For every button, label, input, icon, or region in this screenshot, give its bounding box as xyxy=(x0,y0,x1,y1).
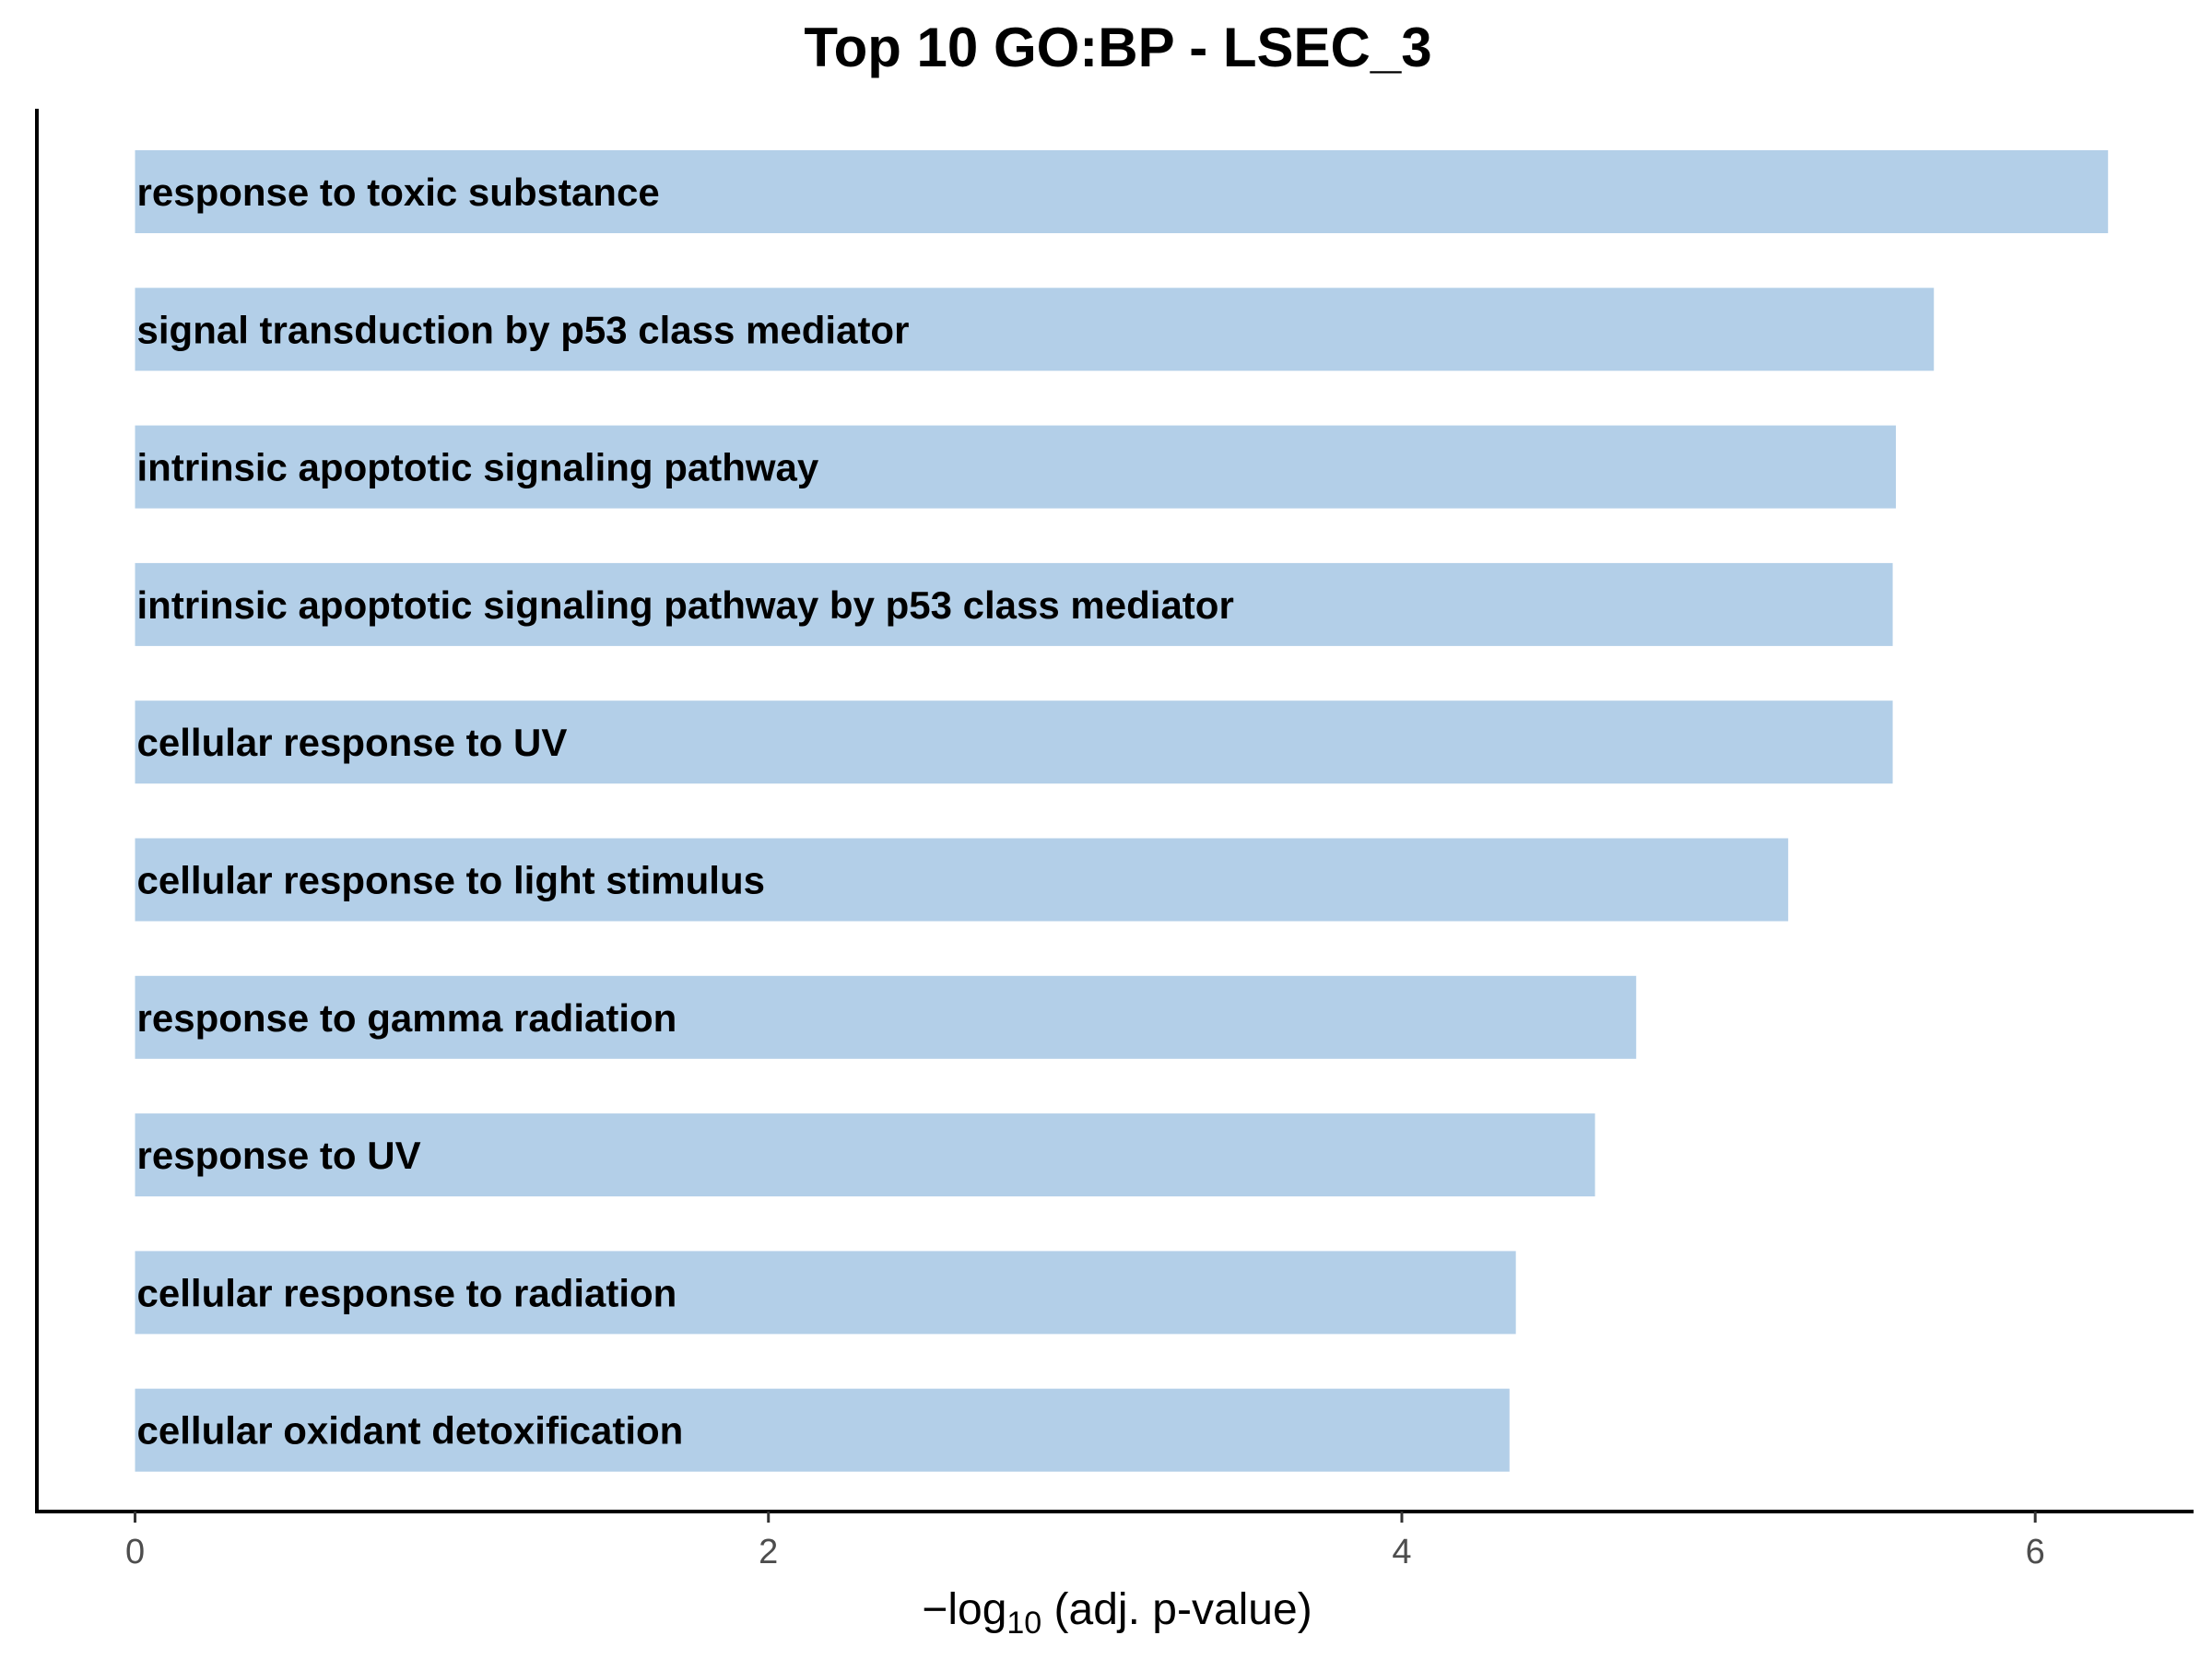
x-tick-label-4: 4 xyxy=(1392,1533,1411,1571)
bar-9 xyxy=(135,1251,1516,1335)
bar-label-9: cellular response to radiation xyxy=(137,1271,677,1314)
bar-label-3: intrinsic apoptotic signaling pathway xyxy=(137,446,819,489)
bar-label-10: cellular oxidant detoxification xyxy=(137,1409,684,1453)
x-axis-label-subscript: 10 xyxy=(1006,1606,1041,1641)
bar-6 xyxy=(135,838,1789,922)
x-axis-label-suffix: (adj. p-value) xyxy=(1041,1585,1312,1634)
bar-5 xyxy=(135,700,1893,784)
bar-label-8: response to UV xyxy=(137,1134,421,1177)
x-tick-label-6: 6 xyxy=(2026,1533,2045,1571)
bar-7 xyxy=(135,975,1637,1059)
bar-2 xyxy=(135,288,1935,371)
x-axis-label: −log10 (adj. p-value) xyxy=(922,1585,1312,1641)
bar-1 xyxy=(135,150,2109,233)
bar-label-7: response to gamma radiation xyxy=(137,996,677,1040)
bar-labels-group: response to toxic substance signal transd… xyxy=(137,171,1234,1453)
bar-label-4: intrinsic apoptotic signaling pathway by… xyxy=(137,583,1234,627)
bar-label-2: signal transduction by p53 class mediato… xyxy=(137,308,910,351)
bar-3 xyxy=(135,425,1897,509)
bar-8 xyxy=(135,1113,1595,1197)
x-tick-label-0: 0 xyxy=(125,1533,145,1571)
bar-label-5: cellular response to UV xyxy=(137,721,568,764)
x-ticks-group: 0 2 4 6 xyxy=(125,1512,2045,1571)
bar-4 xyxy=(135,562,1893,646)
x-axis-label-prefix: −log xyxy=(922,1585,1006,1634)
bar-10 xyxy=(135,1388,1510,1472)
chart-title: Top 10 GO:BP - LSEC_3 xyxy=(804,17,1431,78)
x-tick-label-2: 2 xyxy=(759,1533,778,1571)
bar-label-1: response to toxic substance xyxy=(137,171,660,214)
bars-group xyxy=(135,150,2109,1472)
bar-label-6: cellular response to light stimulus xyxy=(137,859,765,902)
